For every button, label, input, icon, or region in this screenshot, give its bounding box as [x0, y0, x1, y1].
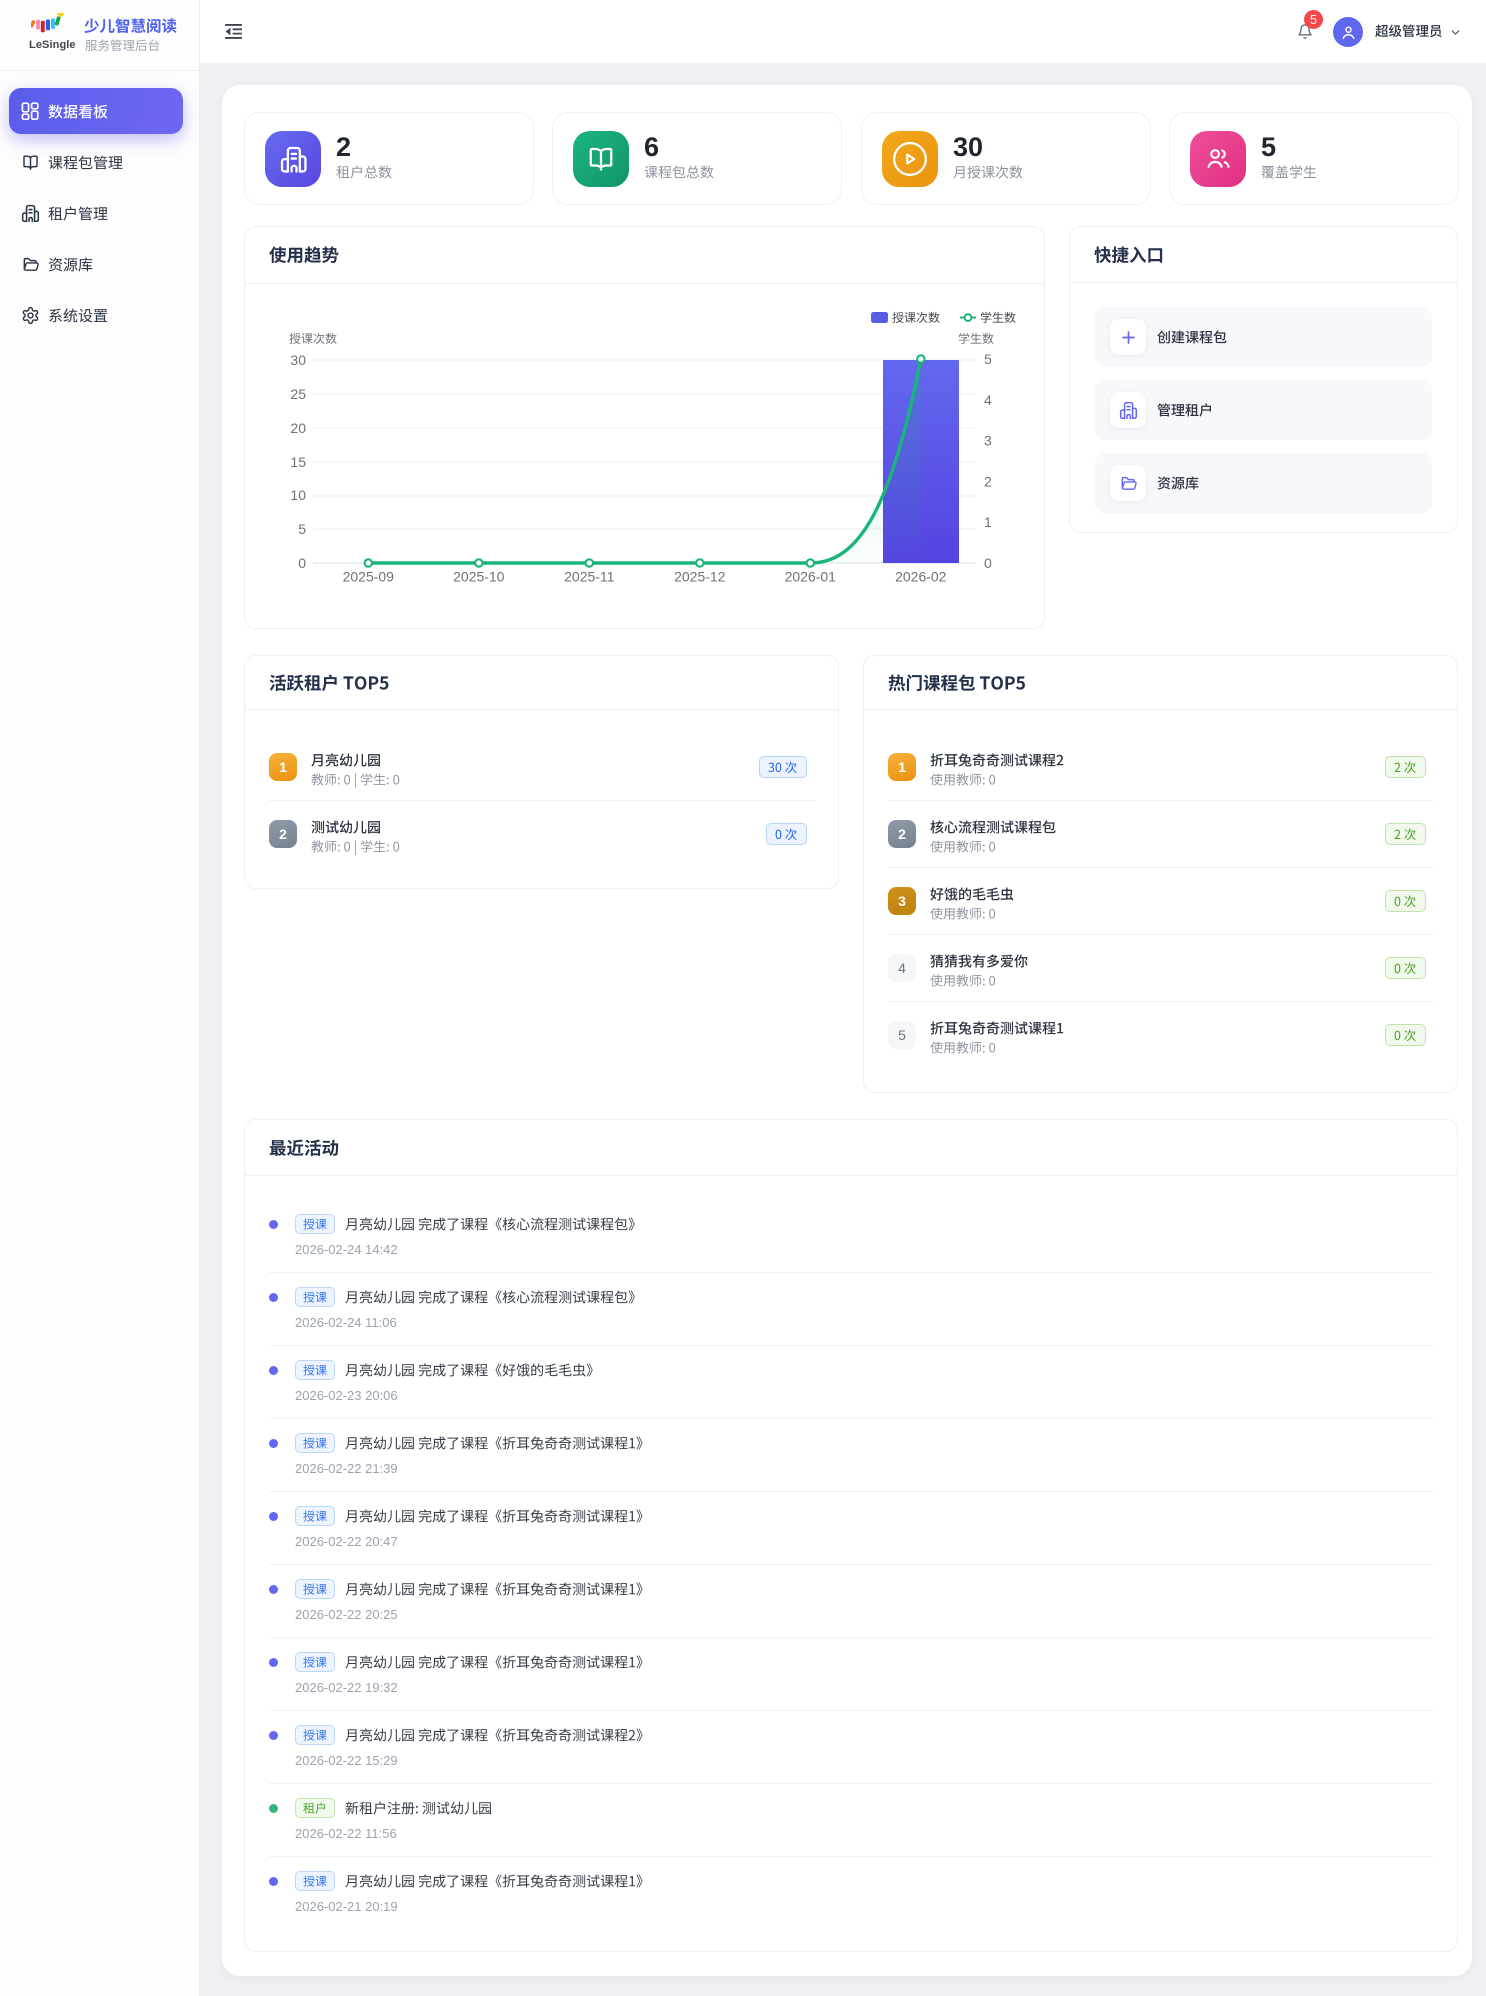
- svg-text:30: 30: [290, 352, 306, 368]
- svg-text:0: 0: [984, 555, 992, 571]
- svg-text:2025-12: 2025-12: [674, 569, 726, 585]
- svg-text:3: 3: [984, 433, 992, 449]
- svg-text:2025-10: 2025-10: [453, 569, 505, 585]
- svg-text:20: 20: [290, 420, 306, 436]
- svg-text:2026-02: 2026-02: [895, 569, 947, 585]
- svg-text:2026-01: 2026-01: [785, 569, 837, 585]
- svg-text:25: 25: [290, 386, 306, 402]
- svg-text:15: 15: [290, 454, 306, 470]
- svg-text:5: 5: [984, 351, 992, 367]
- svg-text:2: 2: [984, 473, 992, 489]
- svg-text:5: 5: [298, 521, 306, 537]
- svg-text:0: 0: [298, 555, 306, 571]
- svg-text:1: 1: [984, 514, 992, 530]
- svg-text:2025-11: 2025-11: [564, 569, 615, 585]
- svg-text:2025-09: 2025-09: [343, 569, 395, 585]
- svg-text:10: 10: [290, 487, 306, 503]
- svg-text:4: 4: [984, 392, 992, 408]
